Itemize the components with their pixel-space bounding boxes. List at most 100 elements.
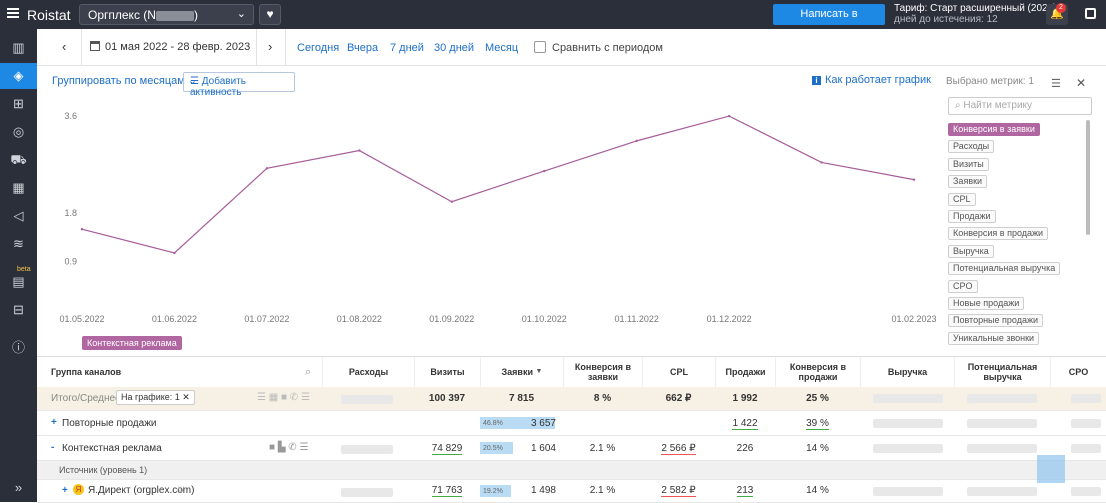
- quick-yesterday[interactable]: Вчера: [347, 42, 379, 54]
- calendar-icon[interactable]: ▦: [12, 180, 25, 195]
- prev-period-icon[interactable]: ‹: [62, 39, 67, 54]
- table-row[interactable]: + Повторные продажи 46.8% 3 657 1 422 39…: [37, 411, 1106, 436]
- scrollbar[interactable]: [1086, 120, 1090, 235]
- total-row: Итого/Среднее На графике: 1 ✕ ☰ ▦ ■ ✆ ☰ …: [37, 387, 1106, 411]
- table-row[interactable]: + Я Я.Директ (orgplex.com) ⍦ 71 763 19.2…: [37, 480, 1106, 503]
- col-header-cpo[interactable]: CPO: [1050, 357, 1106, 387]
- close-icon[interactable]: ✕: [1076, 76, 1087, 90]
- org-icon[interactable]: ⊟: [13, 302, 24, 317]
- metric-tag[interactable]: Новые продажи: [948, 297, 1025, 310]
- col-header-potential-revenue[interactable]: Потенциальная выручка: [954, 357, 1050, 387]
- next-period-icon[interactable]: ›: [268, 39, 273, 54]
- add-activity-button[interactable]: ☰ Добавить активность: [183, 72, 295, 98]
- info-icon[interactable]: ⓘ: [11, 340, 25, 355]
- heart-icon[interactable]: ♥: [259, 4, 281, 25]
- money-icon[interactable]: ◎: [12, 124, 25, 139]
- metric-tag[interactable]: Выручка: [948, 244, 994, 258]
- tag-icon[interactable]: ⍦: [178, 484, 184, 495]
- collapse-icon[interactable]: -: [51, 442, 55, 453]
- group-by-dropdown[interactable]: Группировать по месяцам ⌄: [52, 74, 197, 87]
- hidden-project-id: [155, 10, 194, 21]
- quick-7-days[interactable]: 7 дней: [390, 42, 424, 54]
- metric-tag[interactable]: Продажи: [948, 210, 996, 223]
- quick-30-days[interactable]: 30 дней: [434, 42, 475, 54]
- x-tick-label: 01.06.2022: [152, 314, 197, 324]
- date-range-picker[interactable]: 01 мая 2022 - 28 февр. 2023: [90, 41, 250, 53]
- metric-tag[interactable]: Конверсия в продажи: [948, 227, 1049, 241]
- stack-icon[interactable]: ≋: [13, 236, 24, 251]
- metric-tag[interactable]: Повторные продажи: [948, 314, 1044, 328]
- row-tools-icon[interactable]: ☰ ▦ ■ ✆ ☰: [257, 392, 310, 403]
- how-chart-works-link[interactable]: i Как работает график: [812, 74, 931, 86]
- hidden-cpo: [1071, 394, 1101, 403]
- metric-tag[interactable]: Конверсия в заявки: [948, 123, 1040, 136]
- data-point: [450, 200, 453, 203]
- layers-icon[interactable]: ◈: [0, 63, 37, 89]
- hidden-revenue: [873, 419, 943, 428]
- list-icon[interactable]: ☰: [1051, 78, 1061, 90]
- table-row[interactable]: - Контекстная реклама ■ ▙ ✆ ☰ 74 829 20.…: [37, 436, 1106, 461]
- metric-tag[interactable]: Потенциальная выручка: [948, 262, 1061, 276]
- project-selector[interactable]: Оргплекс (N) ⌄: [79, 4, 254, 25]
- col-header-cpl[interactable]: CPL: [642, 357, 715, 387]
- x-tick-label: 01.05.2022: [59, 314, 104, 324]
- metrics-panel: Выбрано метрик: 1 ☰ ✕ ⌕ Найти метрику Ко…: [946, 76, 1096, 356]
- compare-period-checkbox[interactable]: Сравнить с периодом: [534, 41, 663, 54]
- metric-search-input[interactable]: ⌕ Найти метрику: [948, 97, 1092, 115]
- row-leads: 1 604: [530, 443, 556, 454]
- row-label: Я.Директ (orgplex.com): [88, 485, 195, 496]
- row-label: Контекстная реклама: [62, 443, 162, 454]
- col-header-visits[interactable]: Визиты: [414, 357, 480, 387]
- beta-chart-icon[interactable]: ▤: [12, 274, 25, 289]
- hidden-cpo: [1071, 444, 1101, 453]
- metric-tag[interactable]: CPO: [948, 279, 978, 293]
- search-icon[interactable]: ⌕: [305, 366, 312, 378]
- quick-month[interactable]: Месяц: [485, 42, 519, 54]
- beta-label: beta: [17, 266, 31, 273]
- tariff-info[interactable]: Тариф: Старт расширенный (2022) дней до …: [894, 3, 1056, 25]
- expand-icon[interactable]: »: [14, 480, 23, 495]
- metric-tag[interactable]: Визиты: [948, 157, 989, 171]
- menu-icon[interactable]: [7, 8, 19, 10]
- hidden-potential-revenue: [967, 419, 1037, 428]
- y-tick-label: 1.8: [64, 208, 77, 218]
- metric-tag[interactable]: CPL: [948, 192, 976, 206]
- row-sales-value: 213: [736, 485, 754, 497]
- col-header-group[interactable]: Группа каналов: [51, 367, 122, 377]
- hidden-cpo: [1071, 487, 1101, 496]
- metric-tag[interactable]: Расходы: [948, 140, 995, 154]
- megaphone-icon[interactable]: ◁: [13, 208, 24, 223]
- cart-icon[interactable]: ⛟: [10, 152, 27, 167]
- row-leads: 1 498: [530, 485, 556, 496]
- legend-series[interactable]: Контекстная реклама: [82, 336, 182, 350]
- col-header-leads[interactable]: Заявки ▼: [480, 357, 563, 387]
- line-chart: 3.6 1.8 0.9 01.05.2022 01.06.2022 01.07.2022 0…: [59, 111, 936, 324]
- metric-tag[interactable]: Заявки: [948, 175, 988, 189]
- quick-today[interactable]: Сегодня: [297, 42, 340, 54]
- expand-icon[interactable]: +: [62, 485, 68, 496]
- col-header-conv-sales[interactable]: Конверсия в продажи: [775, 357, 860, 387]
- col-header-sales[interactable]: Продажи: [715, 357, 775, 387]
- col-header-conv[interactable]: Конверсия в заявки: [563, 357, 642, 387]
- support-button[interactable]: Написать в поддержку: [773, 4, 885, 41]
- row-tools-icon[interactable]: ■ ▙ ✆ ☰: [269, 442, 309, 453]
- analytics-icon[interactable]: ▥: [12, 40, 25, 55]
- sidebar: ▥ ◈ ⊞ ◎ ⛟ ▦ ◁ ≋ ▤ beta ⊟ ⓘ »: [0, 29, 37, 502]
- row-conv-sales: 14 %: [806, 485, 829, 496]
- row-visits-value: 71 763: [431, 485, 463, 497]
- leads-share-bar: [480, 485, 511, 497]
- data-point: [727, 114, 731, 118]
- row-cpl-value: 2 566 ₽: [661, 443, 696, 455]
- sitemap-icon[interactable]: ⊞: [13, 96, 24, 111]
- row-conv: 2.1 %: [589, 443, 616, 454]
- row-leads: 3 657: [530, 418, 556, 429]
- exit-icon[interactable]: [1085, 8, 1096, 19]
- row-visits: 71 763: [414, 485, 480, 497]
- expand-icon[interactable]: +: [51, 417, 57, 428]
- col-header-revenue[interactable]: Выручка: [860, 357, 954, 387]
- group-by-label: Группировать по месяцам: [52, 75, 185, 87]
- group-level-label: Источник (уровень 1): [59, 465, 148, 475]
- on-chart-toggle[interactable]: На графике: 1 ✕: [116, 390, 195, 405]
- col-header-costs[interactable]: Расходы: [322, 357, 414, 387]
- metric-tag[interactable]: Уникальные звонки: [948, 331, 1040, 345]
